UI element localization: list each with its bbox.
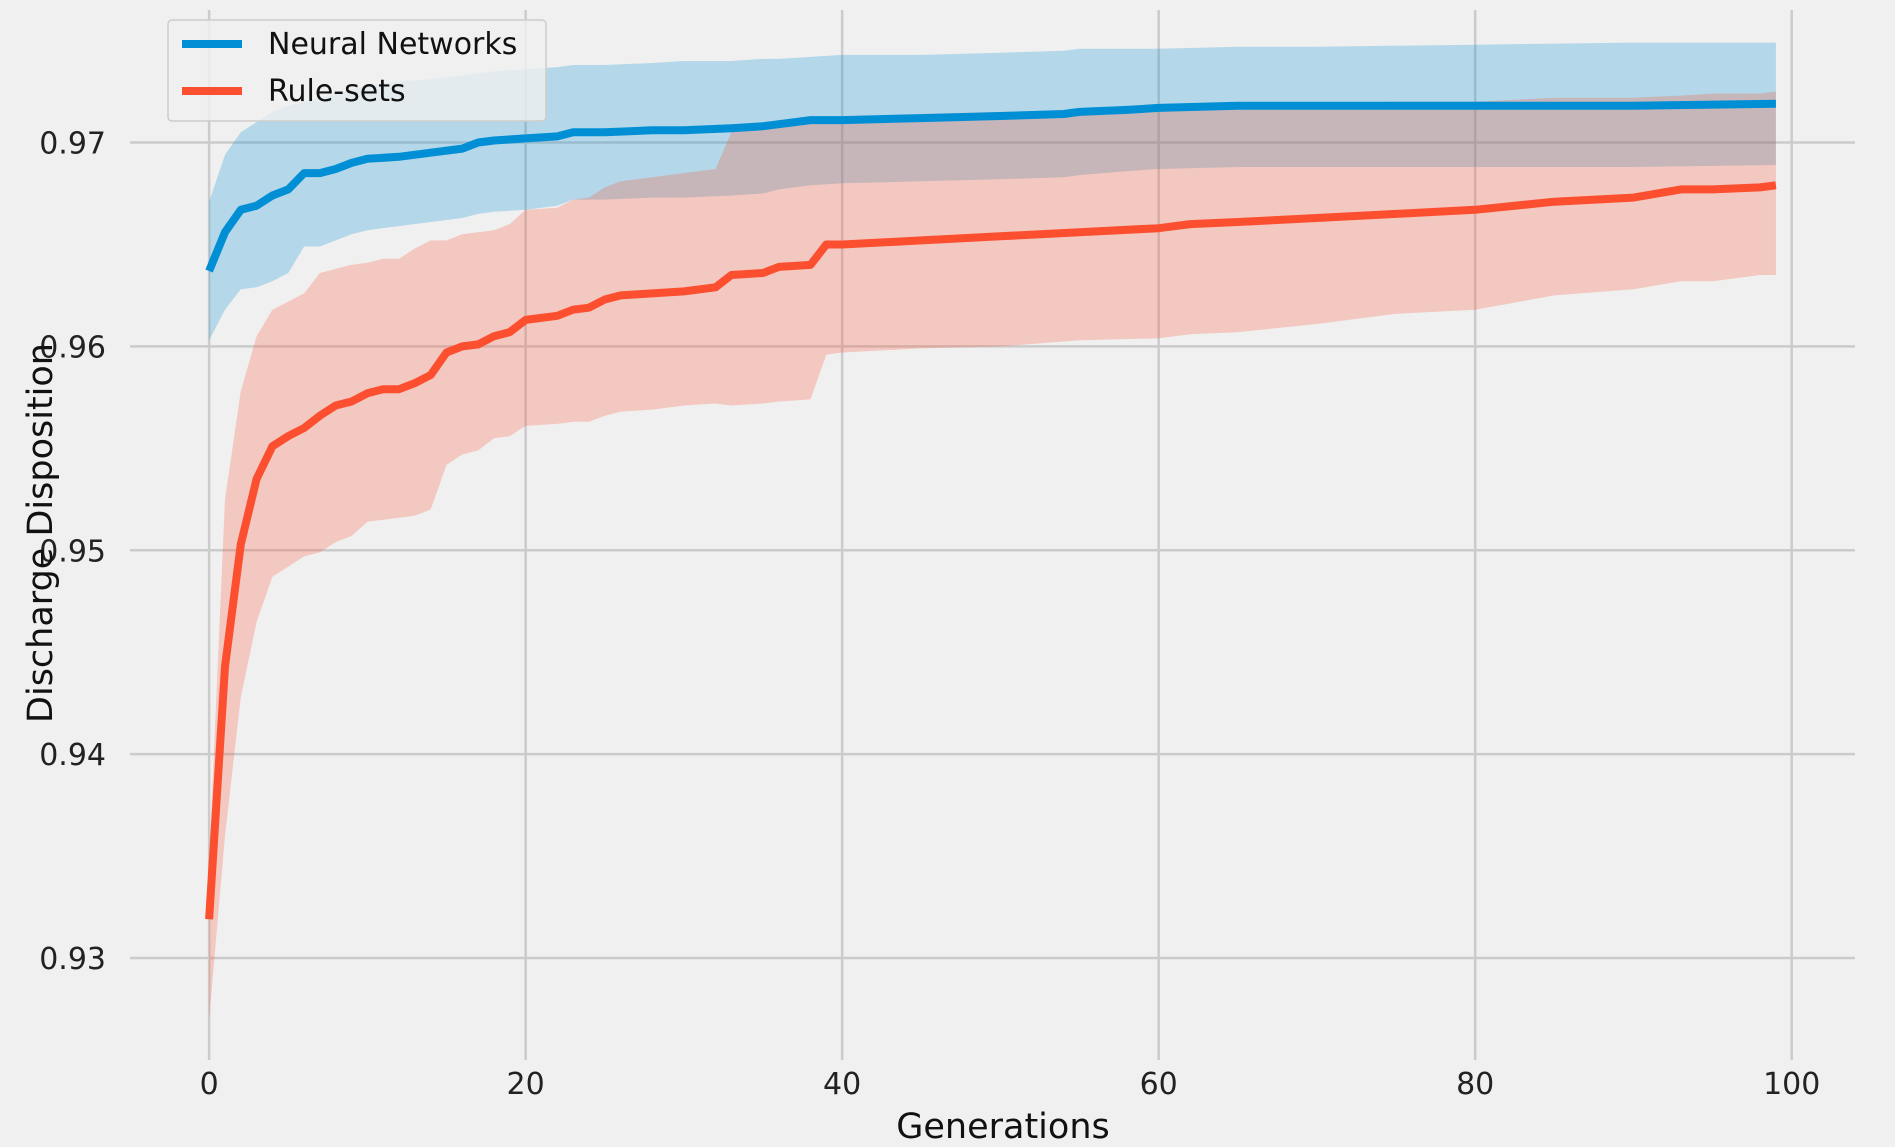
legend: Neural Networks Rule-sets xyxy=(167,19,547,122)
y-axis-label: Discharge Disposition xyxy=(21,343,61,723)
confidence-bands xyxy=(209,42,1776,1020)
line-neural-networks xyxy=(205,99,1776,273)
x-tick-label: 100 xyxy=(1763,1067,1820,1102)
line-rule-sets xyxy=(205,181,1777,920)
x-tick-label: 60 xyxy=(1140,1067,1178,1102)
x-tick-label: 20 xyxy=(507,1067,545,1102)
y-tick-label: 0.97 xyxy=(39,127,106,162)
legend-frame xyxy=(167,19,547,122)
legend-label-rule-sets: Rule-sets xyxy=(268,74,406,109)
x-tick-label: 0 xyxy=(200,1067,219,1102)
x-tick-label: 40 xyxy=(823,1067,861,1102)
y-tick-label: 0.96 xyxy=(39,330,106,365)
x-tick-label: 80 xyxy=(1456,1067,1494,1102)
tick-labels: 0 20 40 60 80 100 0.93 0.94 0.95 0.96 0.97 xyxy=(39,127,1820,1102)
y-tick-label: 0.94 xyxy=(39,738,106,773)
grid xyxy=(130,10,1855,1060)
series-lines xyxy=(205,99,1777,920)
band-neural-networks xyxy=(209,42,1776,341)
x-axis-label: Generations xyxy=(896,1107,1110,1147)
band-rule-sets xyxy=(209,91,1776,1020)
legend-label-neural-networks: Neural Networks xyxy=(268,27,517,62)
y-tick-label: 0.95 xyxy=(39,534,106,569)
y-tick-label: 0.93 xyxy=(39,942,106,977)
